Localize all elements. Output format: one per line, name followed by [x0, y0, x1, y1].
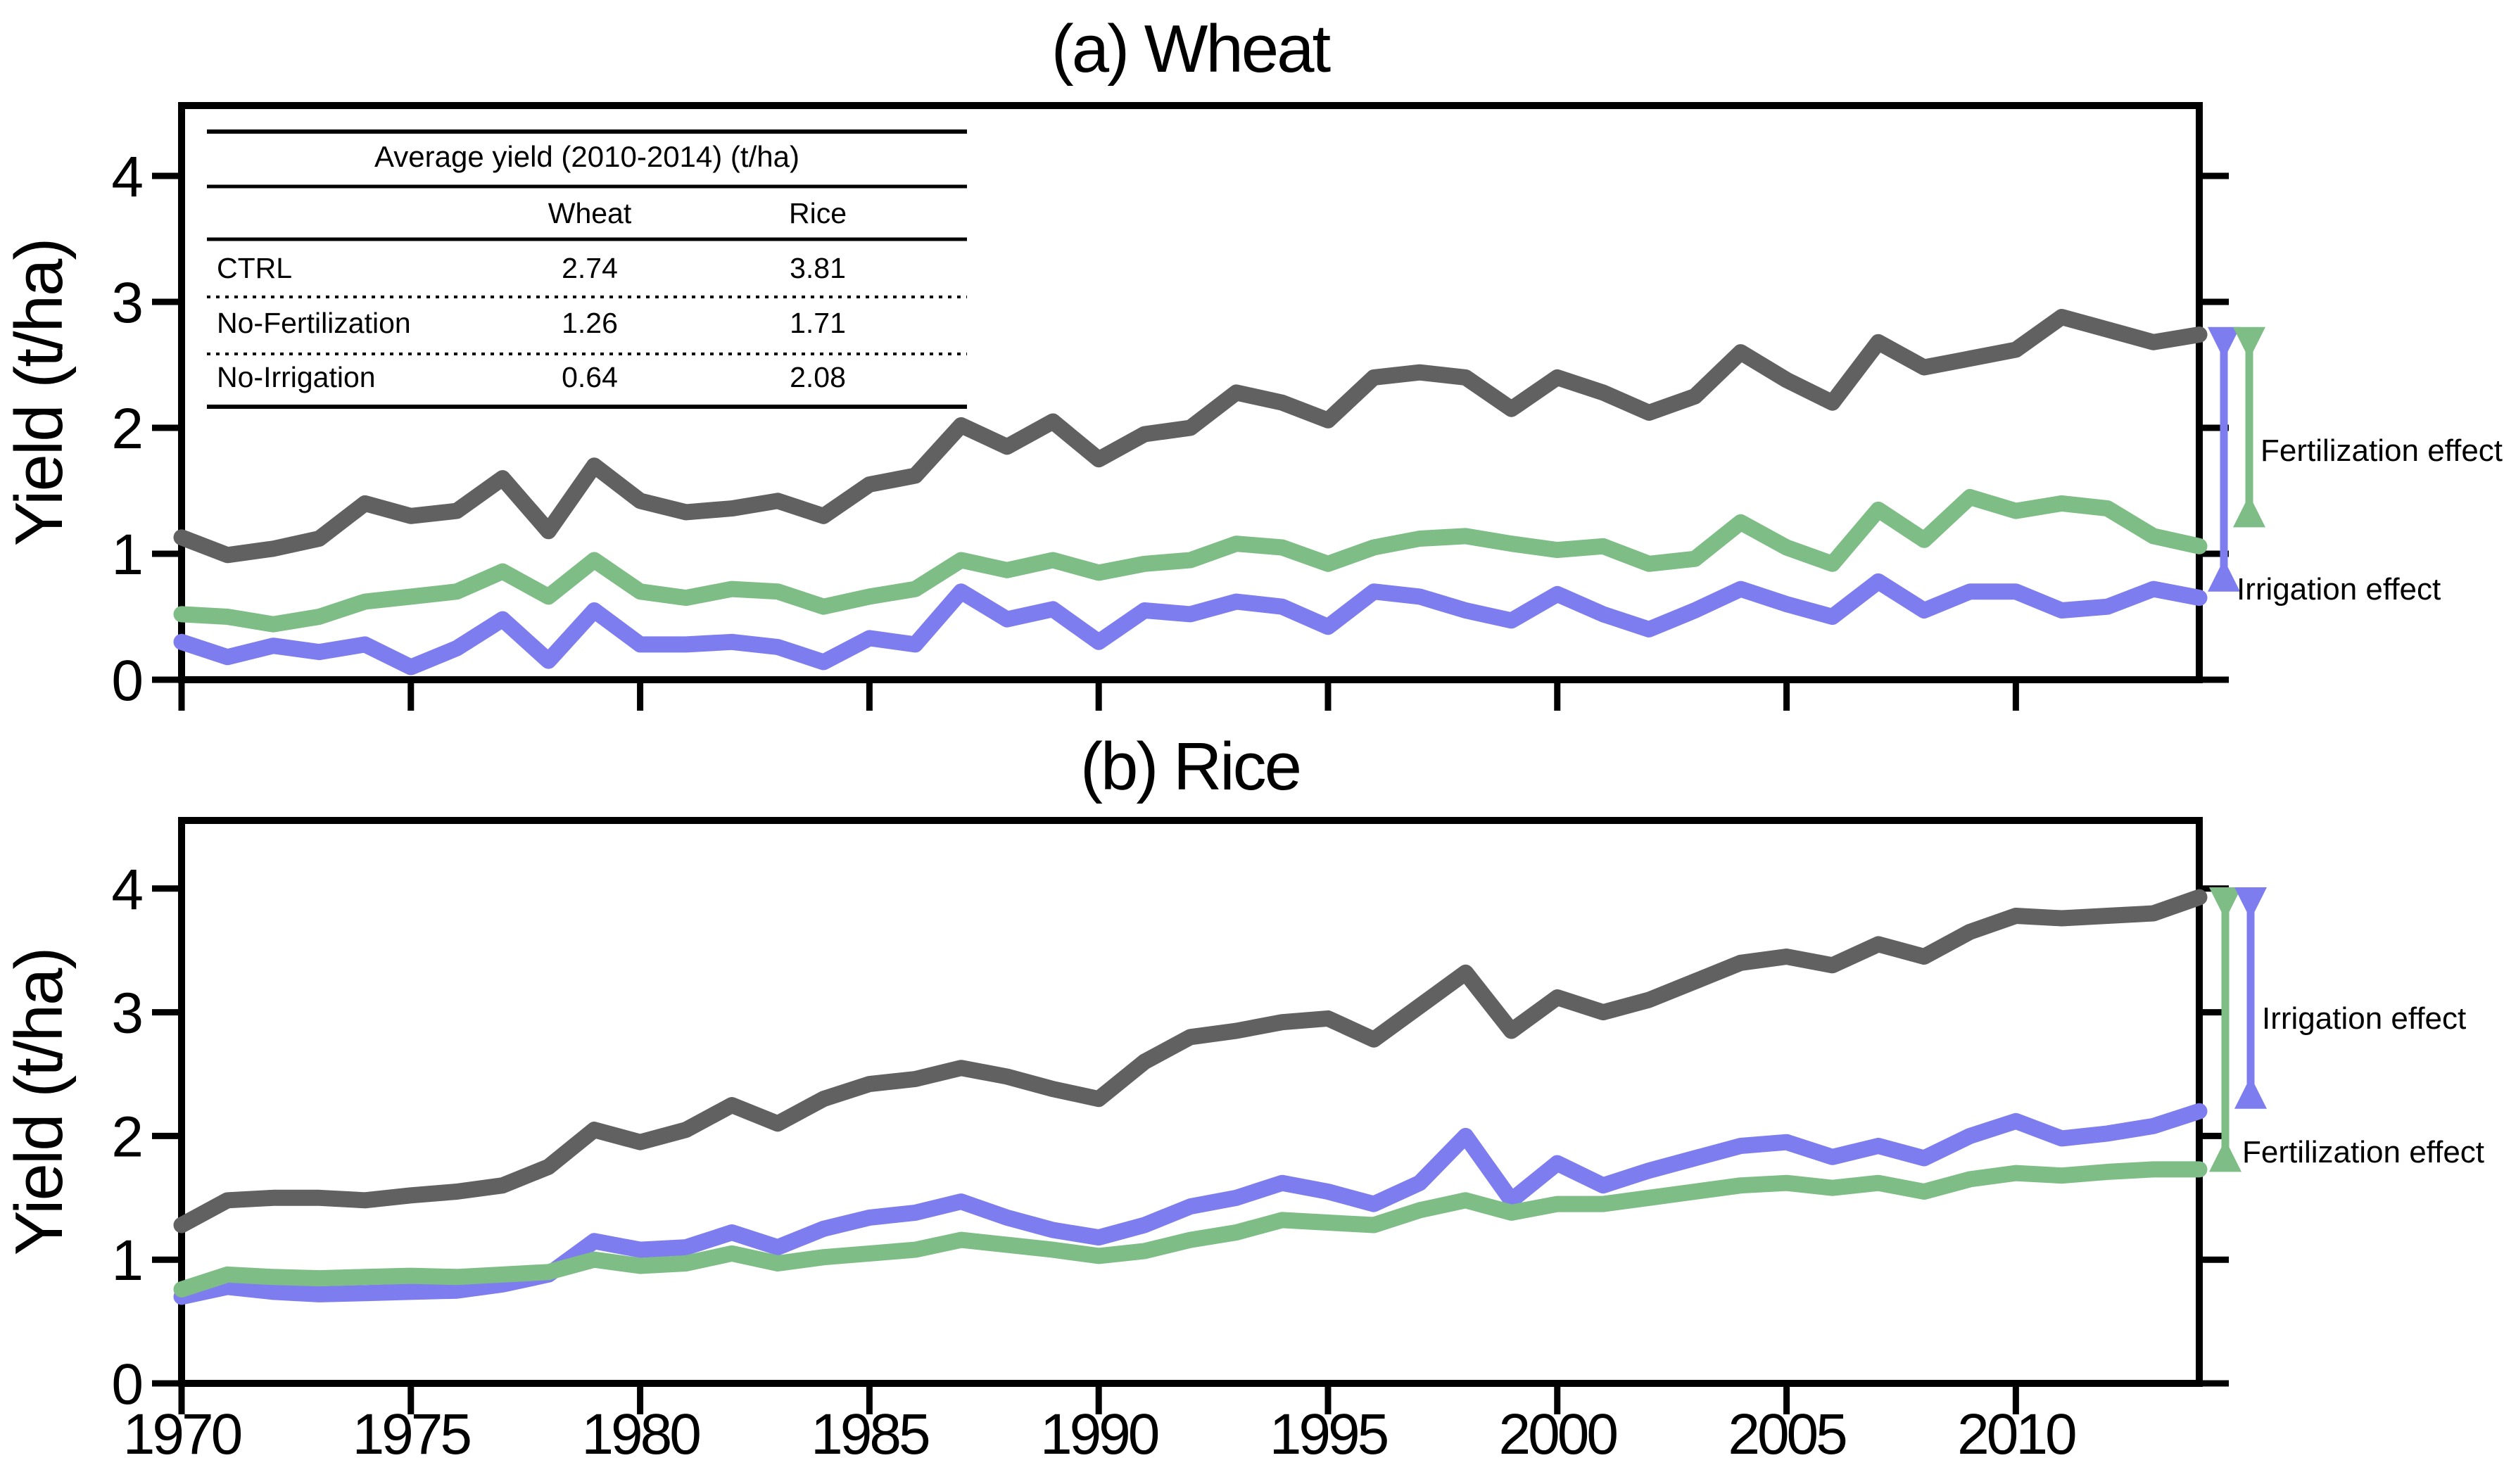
arrow-head-up	[2208, 326, 2240, 360]
x-tick-label: 1975	[353, 1402, 471, 1466]
panel-b-ylabel: Yield (t/ha)	[1, 949, 77, 1256]
series-no-fertilization-wheat	[173, 489, 2208, 633]
annotation-label: Fertilization effect	[2260, 433, 2503, 468]
arrow-head-down	[2208, 559, 2240, 592]
y-tick-label: 0	[111, 1352, 141, 1416]
panel-a-title: (a) Wheat	[1051, 11, 1331, 87]
panel-b-frame	[178, 817, 2203, 1387]
series-no-fertilization-rice	[173, 1161, 2208, 1298]
x-tick-label: 2000	[1499, 1402, 1617, 1466]
y-tick-label: 1	[111, 1229, 141, 1293]
x-tick-label: 1995	[1270, 1402, 1388, 1466]
series-ctrl-rice	[173, 889, 2208, 1234]
x-tick-label: 1970	[123, 1402, 241, 1466]
panel-a-frame	[178, 102, 2203, 683]
series-layer	[173, 309, 2208, 1305]
table-row-label: No-Irrigation	[217, 361, 376, 393]
fertilization-effect-arrow	[2233, 326, 2265, 528]
arrow-head-up	[2234, 887, 2267, 920]
table-value-rice: 1.71	[790, 307, 846, 339]
annotation-label: Fertilization effect	[2242, 1135, 2484, 1169]
fertilization-effect-arrow	[2209, 887, 2241, 1172]
table-value-rice: 2.08	[790, 361, 846, 393]
irrigation-effect-arrow	[2208, 326, 2240, 592]
arrow-head-down	[2233, 495, 2265, 528]
arrow-head-down	[2234, 1076, 2267, 1109]
irrigation-effect-arrow	[2234, 887, 2267, 1109]
table-value-wheat: 2.74	[562, 252, 618, 284]
panel-b-title: (b) Rice	[1080, 729, 1300, 804]
y-tick-label: 3	[111, 982, 141, 1046]
y-tick-label: 1	[111, 523, 141, 587]
table-value-rice: 3.81	[790, 252, 846, 284]
x-tick-label: 1990	[1040, 1402, 1158, 1466]
y-tick-label: 3	[111, 271, 141, 335]
arrow-head-up	[2209, 887, 2241, 920]
axes-layer: 0 1 2 3 4 0 1 2 3 4 1970 1975 1980 1985 1990 1995 2000 20…	[111, 102, 2229, 1466]
panel-a-ylabel: Yield (t/ha)	[1, 239, 77, 547]
arrow-head-up	[2233, 326, 2265, 360]
x-tick-label: 1980	[581, 1402, 700, 1466]
table-title: Average yield (2010-2014) (t/ha)	[374, 140, 799, 173]
x-tick-label: 1985	[811, 1402, 929, 1466]
y-tick-label: 2	[111, 1105, 141, 1169]
table-row-label: CTRL	[217, 252, 292, 284]
annotation-label: Irrigation effect	[2262, 1001, 2466, 1036]
series-ctrl-wheat	[173, 309, 2208, 564]
annotation-label: Irrigation effect	[2237, 572, 2441, 607]
table-value-wheat: 0.64	[562, 361, 618, 393]
y-tick-label: 4	[111, 858, 142, 922]
x-tick-label: 2005	[1728, 1402, 1846, 1466]
y-tick-label: 0	[111, 649, 141, 713]
x-tick-label: 2010	[1957, 1402, 2075, 1466]
table-row-label: No-Fertilization	[217, 307, 411, 339]
table-col-header: Wheat	[548, 197, 632, 229]
y-tick-label: 4	[111, 145, 142, 209]
y-tick-label: 2	[111, 397, 141, 461]
table-col-header: Rice	[789, 197, 847, 229]
arrow-head-down	[2209, 1139, 2241, 1172]
series-no-irrigation-wheat	[173, 573, 2208, 676]
table-value-wheat: 1.26	[562, 307, 618, 339]
annotations-layer: Irrigation effect Fertilization effect Fer…	[2208, 326, 2503, 1172]
inset-table: Average yield (2010-2014) (t/ha) Wheat Ric…	[207, 129, 967, 409]
